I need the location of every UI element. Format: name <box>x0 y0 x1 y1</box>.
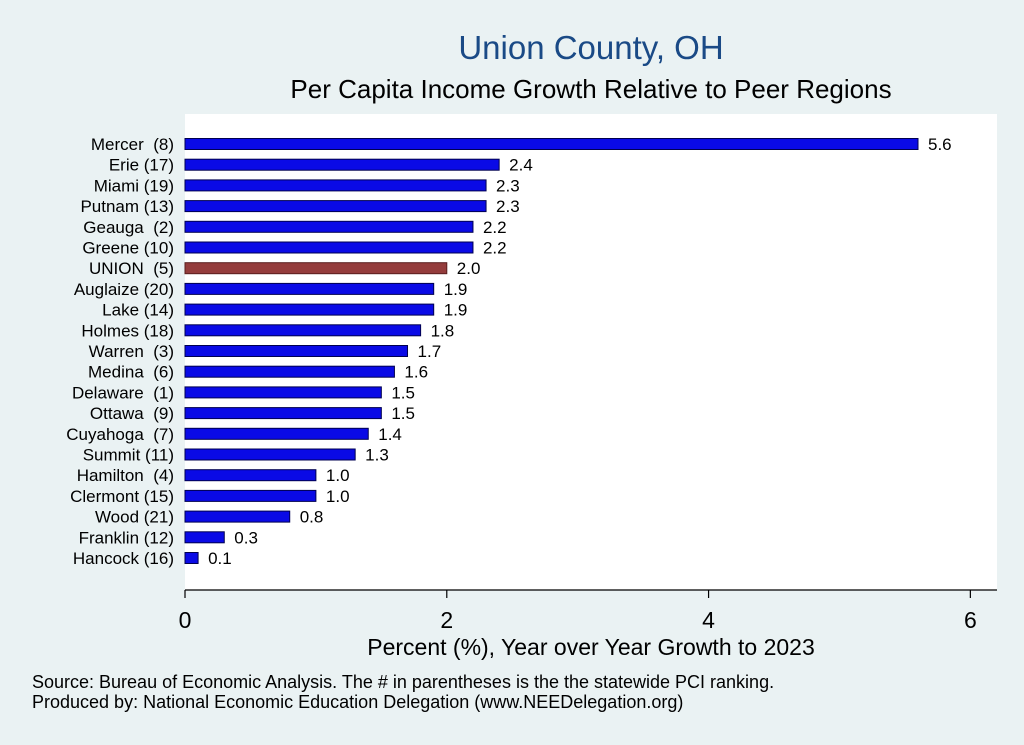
bar <box>184 303 435 316</box>
bar <box>184 427 369 440</box>
category-label: Hamilton (4) <box>77 466 174 485</box>
value-label: 1.3 <box>365 446 389 465</box>
bar <box>184 138 919 150</box>
value-label: 1.4 <box>378 425 402 444</box>
value-label: 1.9 <box>444 280 468 299</box>
category-label: Mercer (8) <box>91 135 174 154</box>
value-label: 1.9 <box>444 301 468 320</box>
value-label: 2.3 <box>496 197 520 216</box>
category-label: Auglaize (20) <box>74 280 174 299</box>
category-label: Hancock (16) <box>73 549 174 568</box>
category-label: Cuyahoga (7) <box>66 425 174 444</box>
bar <box>184 262 448 275</box>
category-label: Greene (10) <box>82 239 174 258</box>
value-label: 0.8 <box>300 508 324 527</box>
chart-subtitle: Per Capita Income Growth Relative to Pee… <box>290 74 892 104</box>
bar <box>184 489 317 502</box>
category-label: Lake (14) <box>102 301 174 320</box>
value-label: 2.3 <box>496 176 520 195</box>
x-tick-label: 4 <box>702 607 715 633</box>
bar <box>184 407 382 420</box>
x-tick-label: 6 <box>964 607 977 633</box>
value-label: 1.6 <box>404 363 428 382</box>
category-label: UNION (5) <box>89 259 174 278</box>
source-note: Source: Bureau of Economic Analysis. The… <box>32 672 775 692</box>
category-label: Ottawa (9) <box>90 404 174 423</box>
category-label: Holmes (18) <box>81 321 174 340</box>
category-label: Medina (6) <box>88 363 174 382</box>
value-label: 2.0 <box>457 259 481 278</box>
producer-note: Produced by: National Economic Education… <box>32 692 684 712</box>
value-label: 0.3 <box>234 528 258 547</box>
bar <box>184 220 474 233</box>
bar <box>184 200 487 213</box>
x-tick-label: 2 <box>440 607 453 633</box>
value-label: 2.4 <box>509 156 533 175</box>
category-label: Erie (17) <box>109 156 174 175</box>
bar <box>184 469 317 482</box>
bar <box>184 531 225 544</box>
bar <box>184 345 409 357</box>
bar <box>184 179 487 192</box>
bar <box>184 448 356 461</box>
category-label: Putnam (13) <box>80 197 174 216</box>
bar <box>184 386 382 399</box>
chart-title: Union County, OH <box>458 29 724 66</box>
category-label: Summit (11) <box>83 446 174 465</box>
value-label: 2.2 <box>483 239 507 258</box>
category-label: Miami (19) <box>94 176 174 195</box>
bar <box>184 510 291 523</box>
x-tick-label: 0 <box>179 607 192 633</box>
value-label: 1.8 <box>431 321 455 340</box>
category-label: Geauga (2) <box>83 218 174 237</box>
category-label: Delaware (1) <box>72 383 174 402</box>
bar <box>184 282 435 295</box>
value-label: 1.5 <box>391 383 415 402</box>
category-label: Franklin (12) <box>79 528 174 547</box>
x-axis-title: Percent (%), Year over Year Growth to 20… <box>367 634 815 660</box>
category-label: Wood (21) <box>95 508 174 527</box>
value-label: 0.1 <box>208 549 232 568</box>
value-label: 1.0 <box>326 466 350 485</box>
bar <box>184 324 422 337</box>
value-label: 1.0 <box>326 487 350 506</box>
category-label: Warren (3) <box>89 342 174 361</box>
bar <box>184 241 474 254</box>
value-label: 1.5 <box>391 404 415 423</box>
category-label: Clermont (15) <box>70 487 174 506</box>
value-label: 1.7 <box>418 342 442 361</box>
bar <box>184 552 199 564</box>
value-label: 5.6 <box>928 135 952 154</box>
value-label: 2.2 <box>483 218 507 237</box>
bar <box>184 365 395 378</box>
bar <box>184 158 500 171</box>
